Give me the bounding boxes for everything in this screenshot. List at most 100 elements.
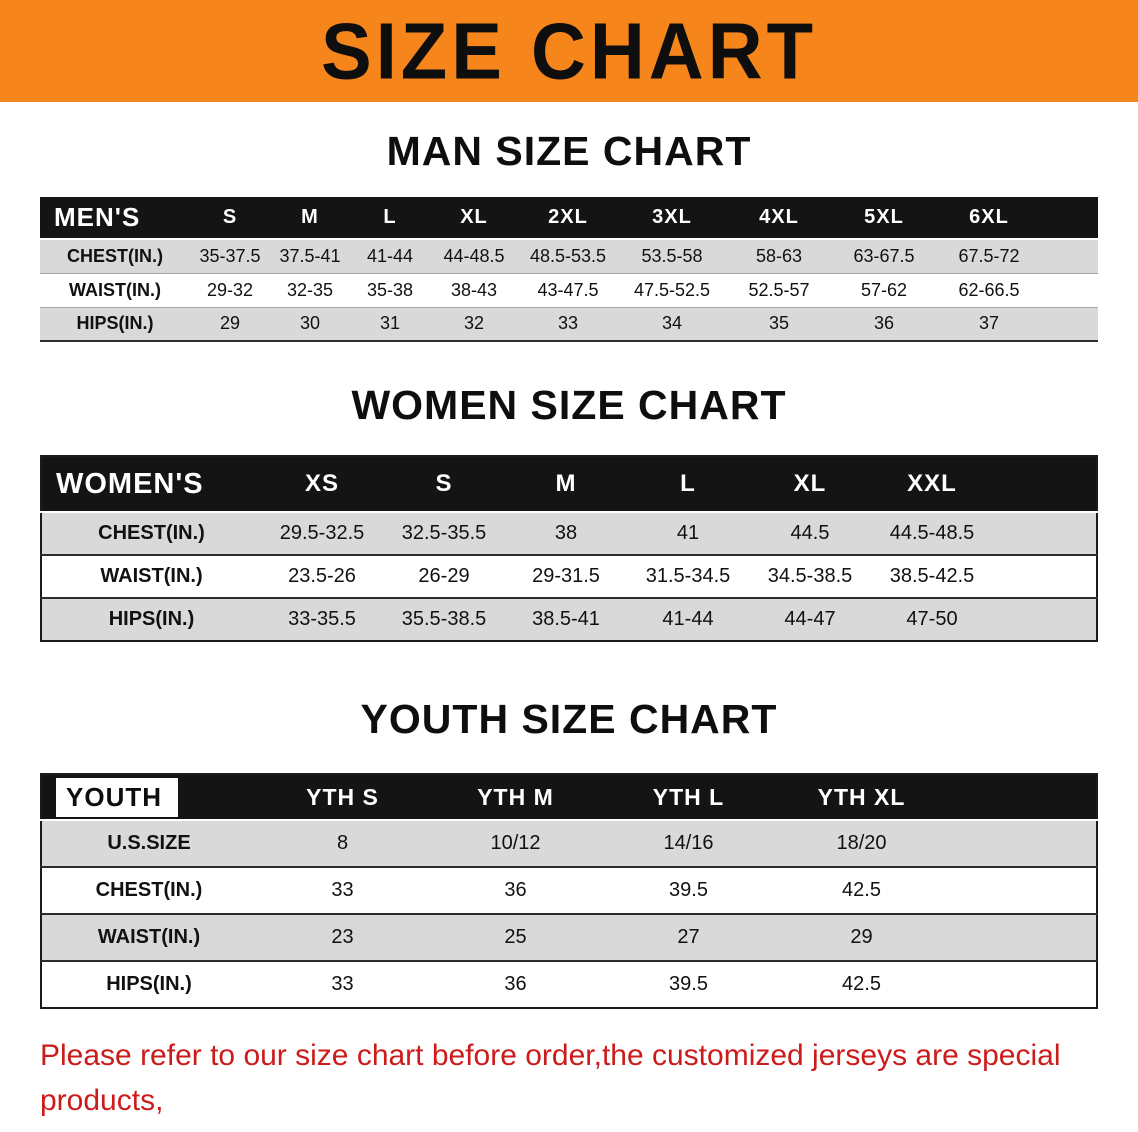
table-cell: 39.5 bbox=[669, 879, 708, 901]
row-label: WAIST(IN.) bbox=[69, 279, 161, 300]
table-row: HIPS(IN.) 29 30 31 32 33 34 35 36 37 bbox=[40, 307, 1098, 341]
table-cell: 32 bbox=[463, 313, 485, 334]
women-section-heading: WOMEN SIZE CHART bbox=[351, 382, 787, 428]
men-size-table: MEN'S S M L XL 2XL 3XL 4XL 5XL 6XL CHEST(IN.) 35-37… bbox=[40, 197, 1098, 342]
row-label: HIPS(IN.) bbox=[106, 973, 192, 995]
table-row: CHEST(IN.) 33 36 39.5 42.5 bbox=[41, 867, 1097, 914]
spacer-cell bbox=[1042, 307, 1098, 341]
table-cell: 29 bbox=[219, 313, 241, 334]
table-row: CHEST(IN.) 29.5-32.5 32.5-35.5 38 41 44.5 44.5… bbox=[41, 512, 1097, 555]
table-cell: 47-50 bbox=[906, 608, 958, 630]
spacer-cell bbox=[1042, 273, 1098, 307]
column-header: 2XL bbox=[548, 206, 588, 228]
table-row: WAIST(IN.) 23.5-26 26-29 29-31.5 31.5-34.5 34… bbox=[41, 555, 1097, 598]
table-cell: 32-35 bbox=[286, 279, 334, 300]
banner: SIZE CHART bbox=[0, 0, 1138, 102]
table-cell: 41-44 bbox=[662, 608, 714, 630]
column-header: M bbox=[301, 206, 319, 228]
table-cell: 42.5 bbox=[842, 879, 881, 901]
table-corner-label-text: MEN'S bbox=[54, 202, 141, 232]
table-cell: 29-32 bbox=[206, 279, 254, 300]
table-cell: 44.5-48.5 bbox=[889, 522, 975, 544]
spacer-cell bbox=[948, 820, 1097, 867]
spacer-cell bbox=[1042, 197, 1098, 239]
table-cell: 57-62 bbox=[860, 279, 908, 300]
table-cell: 23.5-26 bbox=[288, 565, 356, 587]
table-cell: 44-48.5 bbox=[443, 245, 505, 266]
column-header: YTH M bbox=[477, 783, 554, 810]
spacer-cell bbox=[948, 774, 1097, 820]
table-cell: 31.5-34.5 bbox=[645, 565, 731, 587]
youth-size-table: YOUTH YTH S YTH M YTH L YTH XL U.S.SIZE 8 10/12… bbox=[40, 773, 1098, 1009]
table-corner-label-text: WOMEN'S bbox=[56, 467, 204, 500]
disclaimer-line-2: we don't accept cancel, change, teturn o… bbox=[40, 1123, 1098, 1132]
table-row: HIPS(IN.) 33-35.5 35.5-38.5 38.5-41 41-44 44-… bbox=[41, 598, 1097, 641]
table-cell: 23 bbox=[331, 926, 354, 948]
row-label: HIPS(IN.) bbox=[76, 313, 154, 334]
spacer-cell bbox=[993, 598, 1097, 641]
table-cell: 35-38 bbox=[366, 279, 414, 300]
table-cell: 33 bbox=[331, 879, 354, 901]
disclaimer-line-1: Please refer to our size chart before or… bbox=[40, 1039, 1061, 1117]
column-header: XS bbox=[304, 470, 339, 497]
table-cell: 41-44 bbox=[366, 245, 414, 266]
table-cell: 38.5-42.5 bbox=[889, 565, 975, 587]
table-cell: 33 bbox=[331, 973, 354, 995]
table-cell: 33 bbox=[557, 313, 579, 334]
column-header: XL bbox=[793, 470, 827, 497]
table-cell: 58-63 bbox=[755, 245, 803, 266]
row-label: HIPS(IN.) bbox=[108, 608, 195, 630]
spacer-cell bbox=[993, 512, 1097, 555]
table-cell: 52.5-57 bbox=[748, 279, 810, 300]
spacer-cell bbox=[1042, 239, 1098, 273]
column-header: 6XL bbox=[969, 206, 1009, 228]
table-cell: 42.5 bbox=[842, 973, 881, 995]
table-corner-label-text: YOUTH bbox=[56, 777, 178, 817]
row-label: U.S.SIZE bbox=[107, 832, 191, 854]
table-row: WAIST(IN.) 29-32 32-35 35-38 38-43 43-47.5 47.… bbox=[40, 273, 1098, 307]
table-cell: 43-47.5 bbox=[537, 279, 599, 300]
table-cell: 48.5-53.5 bbox=[529, 245, 607, 266]
row-label: CHEST(IN.) bbox=[98, 522, 205, 544]
table-cell: 10/12 bbox=[490, 832, 541, 854]
column-header: M bbox=[555, 470, 577, 497]
table-cell: 29 bbox=[850, 926, 873, 948]
women-size-table: WOMEN'S XS S M L XL XXL CHEST(IN.) 29.5-32.5 32.5… bbox=[40, 455, 1098, 642]
table-cell: 37 bbox=[978, 313, 1000, 334]
table-row: U.S.SIZE 8 10/12 14/16 18/20 bbox=[41, 820, 1097, 867]
column-header: L bbox=[383, 206, 397, 228]
table-cell: 36 bbox=[504, 973, 527, 995]
table-cell: 25 bbox=[504, 926, 527, 948]
table-cell: 63-67.5 bbox=[853, 245, 915, 266]
table-row: HIPS(IN.) 33 36 39.5 42.5 bbox=[41, 961, 1097, 1008]
column-header: 4XL bbox=[759, 206, 799, 228]
row-label: CHEST(IN.) bbox=[67, 245, 163, 266]
table-cell: 29-31.5 bbox=[532, 565, 600, 587]
table-cell: 35-37.5 bbox=[199, 245, 261, 266]
table-corner-label: MEN'S bbox=[40, 197, 190, 239]
column-header: YTH XL bbox=[817, 783, 906, 810]
table-cell: 31 bbox=[379, 313, 401, 334]
table-cell: 53.5-58 bbox=[641, 245, 703, 266]
spacer-cell bbox=[948, 914, 1097, 961]
column-header: 3XL bbox=[652, 206, 692, 228]
row-label: WAIST(IN.) bbox=[97, 926, 201, 948]
table-cell: 41 bbox=[676, 522, 700, 544]
row-label: WAIST(IN.) bbox=[100, 565, 203, 587]
table-cell: 38 bbox=[554, 522, 578, 544]
youth-section-heading: YOUTH SIZE CHART bbox=[360, 696, 778, 742]
spacer-cell bbox=[993, 456, 1097, 512]
table-cell: 44-47 bbox=[784, 608, 836, 630]
disclaimer-note: Please refer to our size chart before or… bbox=[40, 1033, 1098, 1132]
table-cell: 44.5 bbox=[790, 522, 830, 544]
table-cell: 47.5-52.5 bbox=[633, 279, 711, 300]
column-header: S bbox=[222, 206, 238, 228]
table-row: WAIST(IN.) 23 25 27 29 bbox=[41, 914, 1097, 961]
table-corner-label: YOUTH bbox=[41, 774, 256, 820]
table-row: CHEST(IN.) 35-37.5 37.5-41 41-44 44-48.5 48.5… bbox=[40, 239, 1098, 273]
table-cell: 38-43 bbox=[450, 279, 498, 300]
spacer-cell bbox=[948, 867, 1097, 914]
table-cell: 32.5-35.5 bbox=[401, 522, 487, 544]
table-cell: 37.5-41 bbox=[279, 245, 341, 266]
